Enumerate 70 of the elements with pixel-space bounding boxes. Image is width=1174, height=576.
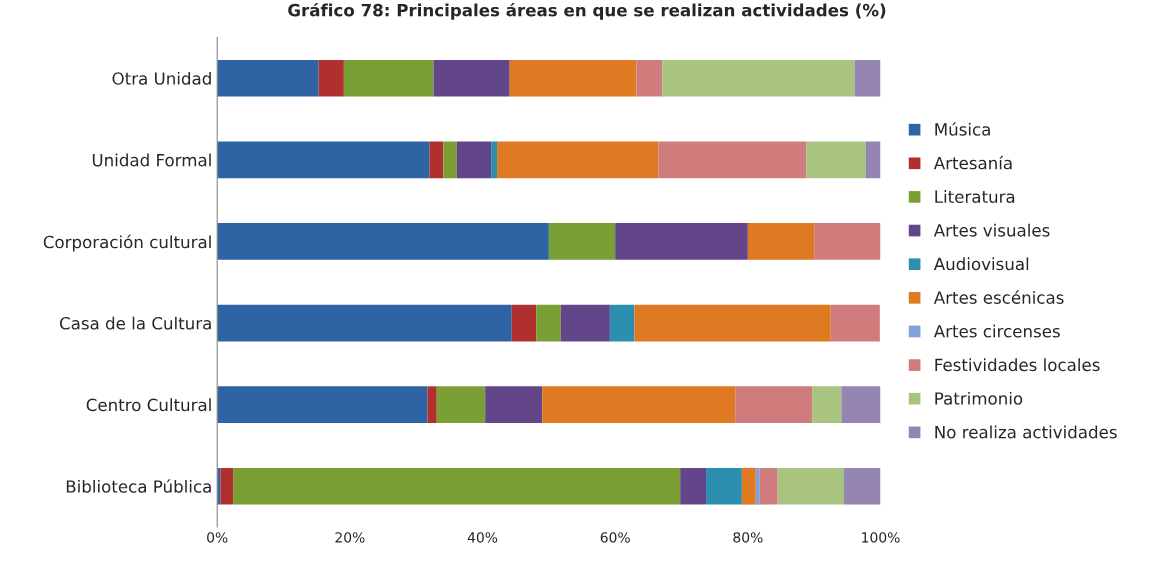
bar — [658, 141, 807, 179]
y-tick-label: Unidad Formal — [92, 153, 211, 167]
bar — [217, 467, 221, 505]
y-tick-label: Casa de la Cultura — [59, 316, 211, 330]
legend-label: Literatura — [935, 190, 1015, 203]
bar — [636, 59, 663, 97]
y-tick-label: Centro Cultural — [86, 398, 211, 412]
bar — [318, 59, 344, 97]
bar — [542, 386, 736, 423]
bar — [220, 467, 234, 505]
bar — [841, 386, 881, 423]
bar — [741, 467, 756, 505]
bar — [680, 467, 707, 505]
bar — [217, 59, 319, 97]
bar — [456, 141, 492, 179]
legend-label: Patrimonio — [935, 391, 1023, 405]
bar — [865, 141, 881, 179]
bar — [634, 304, 831, 342]
bar — [343, 59, 434, 97]
bar — [747, 223, 815, 260]
x-tick-label: 60% — [600, 532, 630, 543]
legend-label: No realiza actividades — [935, 425, 1117, 439]
bar — [615, 223, 748, 260]
bar — [485, 386, 543, 423]
x-tick-label: 100% — [862, 532, 900, 543]
bar — [806, 141, 866, 179]
bar — [536, 304, 561, 342]
x-tick-label: 80% — [733, 532, 763, 543]
bar — [436, 386, 486, 423]
x-tick-label: 20% — [335, 532, 365, 543]
bar — [548, 223, 616, 260]
bar — [427, 386, 437, 423]
bar — [662, 59, 855, 97]
bar — [511, 304, 537, 342]
bar — [755, 467, 760, 505]
bar — [814, 223, 881, 260]
bar — [759, 467, 778, 505]
bar — [433, 59, 510, 97]
legend-label: Música — [935, 122, 990, 136]
y-tick-label: Biblioteca Pública — [66, 479, 211, 493]
bar — [443, 141, 457, 179]
bar — [217, 141, 430, 179]
bar — [217, 386, 428, 423]
bar — [217, 304, 512, 342]
bar — [233, 467, 681, 505]
legend-label: Artes visuales — [933, 223, 1050, 237]
bar — [217, 223, 549, 260]
y-tick-label: Otra Unidad — [112, 71, 211, 85]
legend-label: Artes circenses — [933, 324, 1060, 338]
legend-label: Artes escénicas — [933, 290, 1064, 304]
legend-label: Artesanía — [933, 155, 1012, 170]
bar — [735, 386, 813, 423]
bar — [812, 386, 842, 423]
bar — [777, 467, 845, 505]
bar — [497, 141, 659, 179]
chart-title: Gráfico 78: Principales áreas en que se realizan actividades (%) — [288, 2, 886, 20]
x-tick-label: 40% — [467, 532, 498, 543]
bar — [830, 304, 880, 342]
bar — [560, 304, 610, 342]
bar — [509, 59, 637, 97]
bar — [844, 467, 881, 505]
bar — [491, 141, 498, 179]
bar — [609, 304, 635, 342]
y-tick-label: Corporación cultural — [43, 234, 211, 252]
legend-label: Audiovisual — [933, 257, 1029, 271]
legend-label: Festividades locales — [935, 358, 1100, 372]
bar — [429, 141, 444, 179]
x-tick-label: 0% — [207, 532, 228, 543]
bar — [854, 59, 881, 97]
bar — [706, 467, 742, 505]
